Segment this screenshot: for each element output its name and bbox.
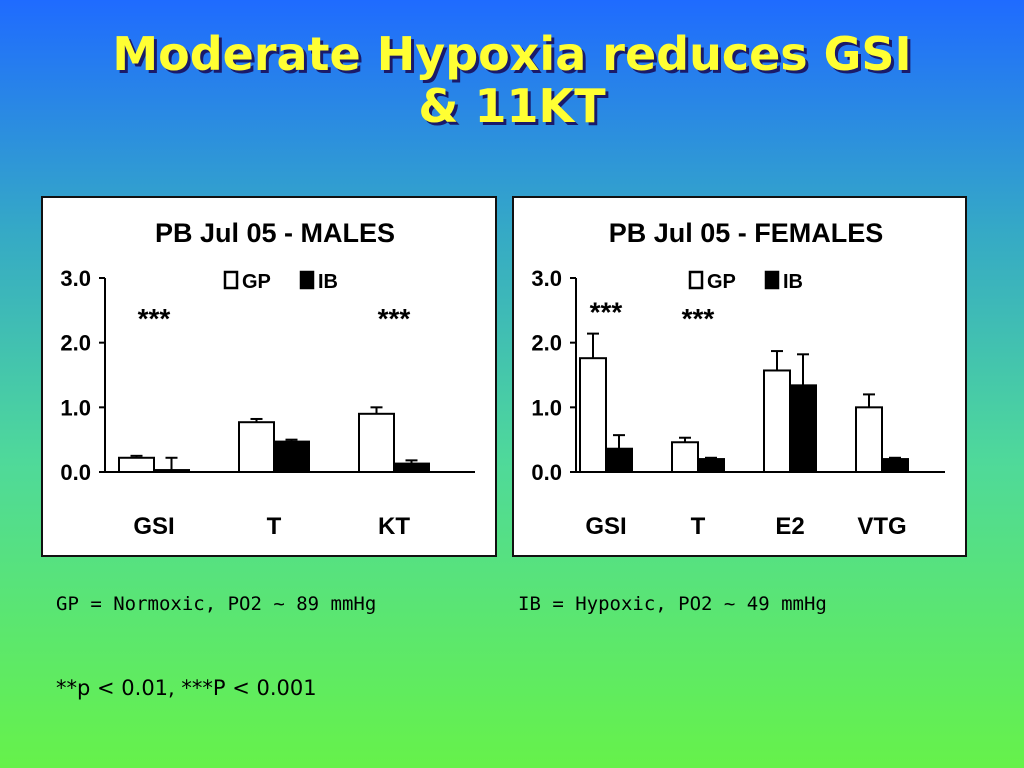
y-tick-label: 3.0 [531, 266, 562, 291]
bar-ib-kt [393, 462, 430, 473]
y-tick-label: 2.0 [531, 331, 562, 356]
y-tick-label: 0.0 [60, 460, 91, 485]
bar-ib-e2 [789, 384, 817, 473]
y-tick-label: 2.0 [60, 331, 91, 356]
significance-annotation: *** [590, 297, 623, 328]
bar-ib-gsi [605, 447, 633, 474]
bar-ib-vtg [881, 458, 909, 474]
significance-annotation: *** [138, 303, 171, 334]
chart-title: PB Jul 05 - MALES [155, 218, 395, 248]
slide-title-line1: Moderate Hypoxia reduces GSI [112, 27, 912, 81]
significance-note: **p < 0.01, ***P < 0.001 [56, 676, 317, 700]
category-label-kt: KT [378, 513, 410, 540]
bar-ib-t [697, 458, 725, 474]
legend-label-ib: IB [783, 271, 803, 293]
ib-caption: IB = Hypoxic, PO2 ~ 49 mmHg [518, 593, 827, 615]
bar-gp-gsi [579, 357, 607, 473]
legend-label-gp: GP [707, 271, 736, 293]
category-label-t: T [691, 513, 706, 540]
gp-caption: GP = Normoxic, PO2 ~ 89 mmHg [56, 593, 377, 615]
bar-gp-kt [358, 412, 395, 474]
bar-gp-vtg [855, 406, 883, 473]
y-tick-label: 1.0 [60, 395, 91, 420]
bar-gp-t [671, 441, 699, 473]
y-tick-label: 0.0 [531, 460, 562, 485]
slide-title: Moderate Hypoxia reduces GSI & 11KT [0, 28, 1024, 132]
category-label-e2: E2 [775, 513, 804, 540]
category-label-vtg: VTG [857, 513, 906, 540]
y-tick-label: 3.0 [60, 266, 91, 291]
legend-label-gp: GP [242, 271, 271, 293]
category-label-gsi: GSI [585, 513, 626, 540]
legend-swatch-ib [299, 270, 315, 290]
legend-label-ib: IB [318, 271, 338, 293]
legend-swatch-ib [764, 270, 780, 290]
bar-gp-gsi [118, 456, 155, 474]
bar-gp-t [238, 421, 275, 473]
legend-swatch-gp [688, 270, 704, 290]
legend-swatch-gp [223, 270, 239, 290]
significance-annotation: *** [682, 303, 715, 334]
bar-ib-t [273, 440, 310, 474]
category-label-gsi: GSI [133, 513, 174, 540]
females-chart: PB Jul 05 - FEMALES 0.0 1.0 2.0 3.0 GP IB GSI T E… [531, 218, 945, 540]
chart-title: PB Jul 05 - FEMALES [609, 218, 884, 248]
males-chart-panel: PB Jul 05 - MALES 0.0 1.0 2.0 3.0 GP IB GSI T KT *… [41, 196, 497, 557]
category-label-t: T [267, 513, 282, 540]
males-chart: PB Jul 05 - MALES 0.0 1.0 2.0 3.0 GP IB GSI T KT *… [60, 218, 475, 540]
females-chart-panel: PB Jul 05 - FEMALES 0.0 1.0 2.0 3.0 GP IB GSI T E… [512, 196, 967, 557]
bar-ib-gsi [153, 469, 190, 473]
bar-gp-e2 [763, 369, 791, 473]
slide-title-line2: & 11KT [418, 79, 606, 133]
significance-annotation: *** [378, 303, 411, 334]
y-tick-label: 1.0 [531, 395, 562, 420]
